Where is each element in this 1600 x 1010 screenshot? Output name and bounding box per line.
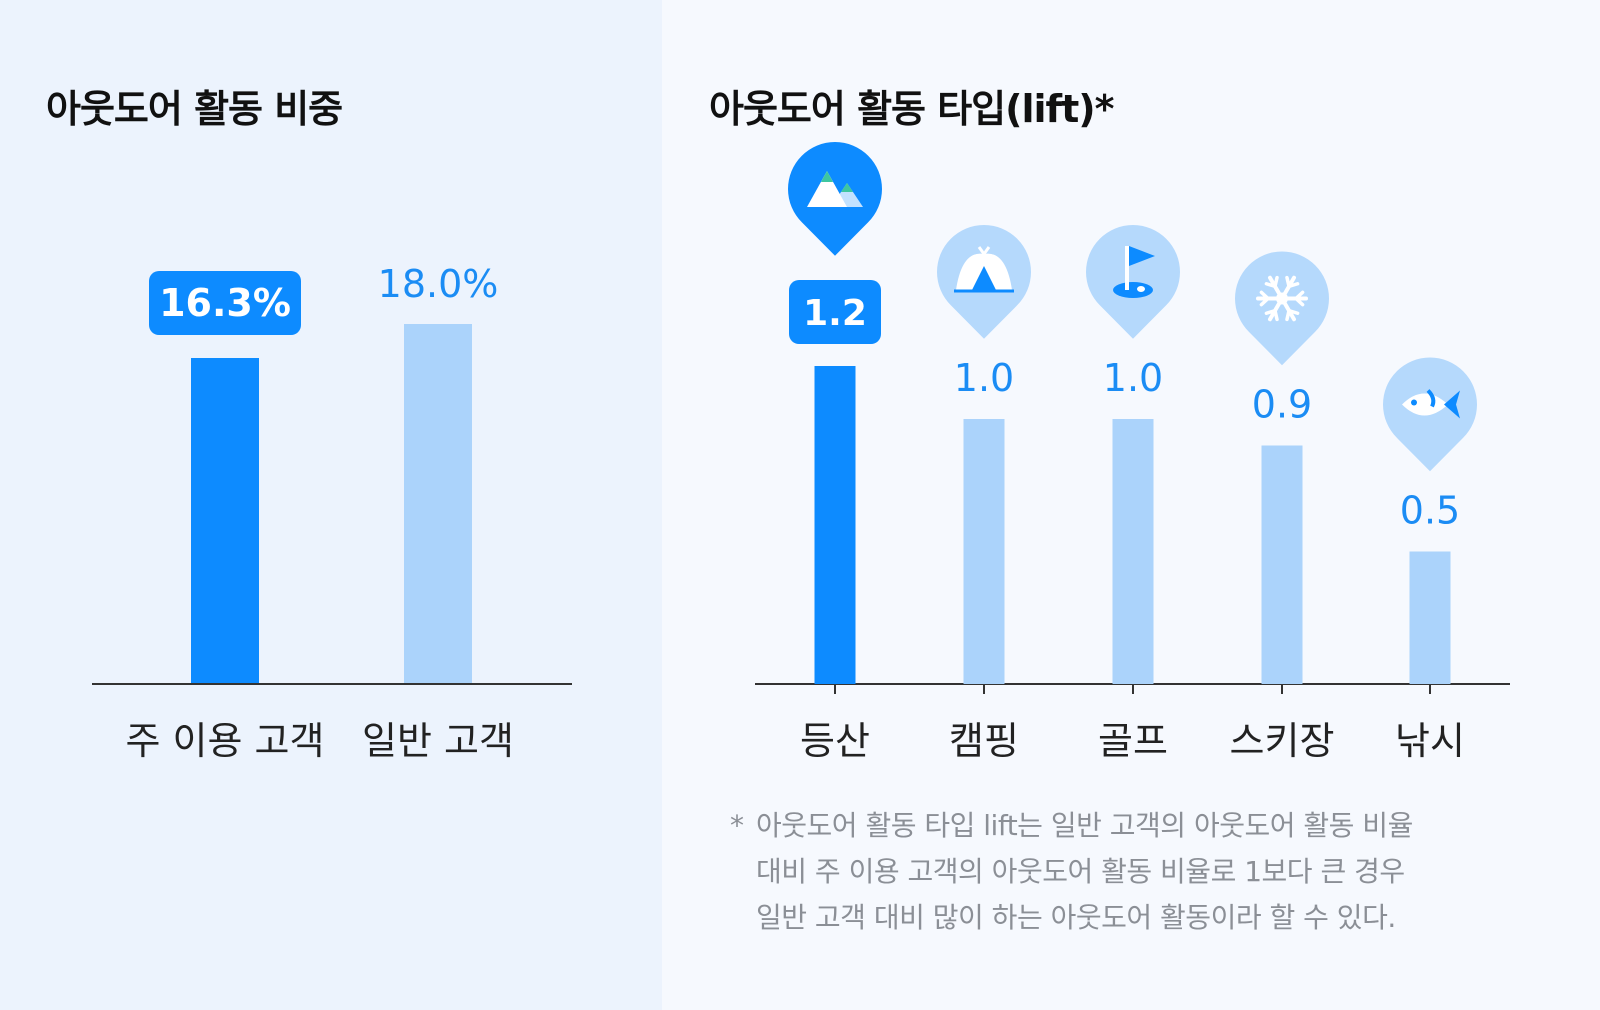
footnote-line: 일반 고객 대비 많이 하는 아웃도어 활동이라 할 수 있다. bbox=[756, 901, 1396, 934]
value-label-badge bbox=[789, 280, 881, 344]
bar-0 bbox=[814, 366, 856, 684]
share-chart-title: 아웃도어 활동 비중 bbox=[46, 87, 343, 131]
value-label-badge bbox=[149, 271, 301, 335]
footnote-line: 대비 주 이용 고객의 아웃도어 활동 비율로 1보다 큰 경우 bbox=[756, 855, 1405, 888]
golf-flag-icon bbox=[1086, 224, 1180, 339]
value-label-1: 18.0% bbox=[378, 262, 499, 306]
lift-chart-title: 아웃도어 활동 타입(lift)* bbox=[709, 87, 1114, 131]
bar-0 bbox=[191, 358, 259, 684]
bar-1 bbox=[404, 324, 472, 684]
category-label-1: 캠핑 bbox=[949, 719, 1019, 763]
category-label-0: 주 이용 고객 bbox=[126, 719, 325, 763]
value-label-1: 1.0 bbox=[954, 356, 1014, 400]
category-label-3: 스키장 bbox=[1230, 719, 1335, 763]
category-label-2: 골프 bbox=[1098, 719, 1168, 763]
left-panel bbox=[0, 0, 662, 1010]
value-label-2: 1.0 bbox=[1103, 356, 1163, 400]
value-label-0: 1.2 bbox=[803, 293, 867, 334]
category-label-4: 낚시 bbox=[1395, 719, 1465, 763]
bar-3 bbox=[1261, 445, 1303, 684]
tent-icon bbox=[936, 224, 1031, 339]
value-label-3: 0.9 bbox=[1252, 383, 1312, 427]
footnote-line: 아웃도어 활동 타입 lift는 일반 고객의 아웃도어 활동 비율 bbox=[756, 809, 1413, 842]
footnote-marker: * bbox=[730, 809, 744, 842]
value-label-4: 0.5 bbox=[1400, 489, 1460, 533]
bar-2 bbox=[1112, 419, 1154, 684]
category-label-0: 등산 bbox=[800, 719, 870, 763]
mountain-icon bbox=[788, 142, 882, 256]
fish-icon bbox=[1383, 357, 1477, 472]
bar-4 bbox=[1409, 551, 1451, 684]
footnote: * 아웃도어 활동 타입 lift는 일반 고객의 아웃도어 활동 비율 대비 … bbox=[730, 803, 1550, 941]
category-label-1: 일반 고객 bbox=[362, 719, 514, 763]
value-label-0: 16.3% bbox=[159, 281, 291, 325]
snowflake-icon bbox=[1235, 251, 1329, 366]
bar-1 bbox=[963, 419, 1005, 684]
